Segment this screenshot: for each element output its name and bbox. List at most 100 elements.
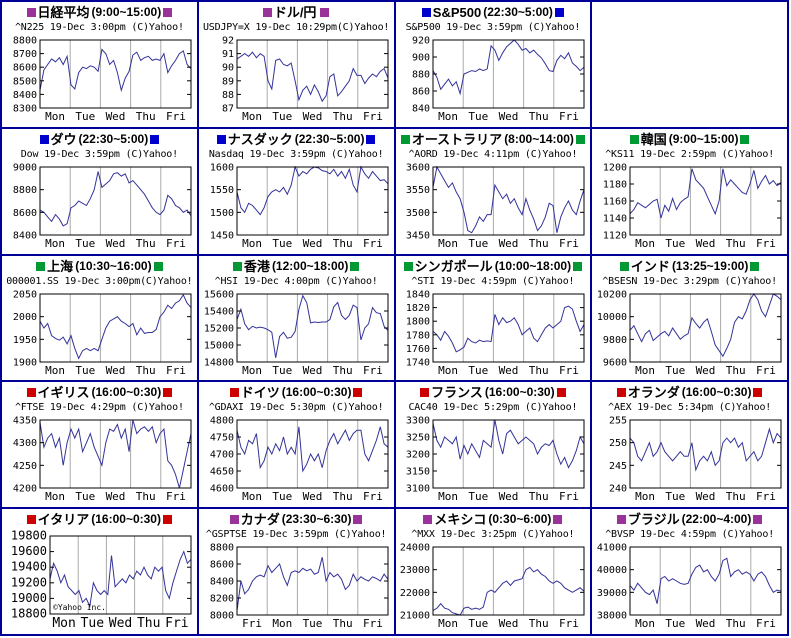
x-axis-label: Mon [242, 237, 262, 250]
x-axis-label: Wed [302, 110, 322, 123]
x-axis-label: Thu [726, 617, 746, 630]
y-axis-label: 1800 [406, 316, 430, 327]
trading-hours: (22:30~5:00) [78, 131, 149, 146]
y-axis-label: 3500 [406, 208, 430, 219]
chart-cell-korea[interactable]: 韓国 (9:00~15:00) ^KS11 19-Dec 2:59pm (C)Y… [592, 128, 787, 254]
index-title: イギリス [37, 385, 90, 401]
mini-chart: 4800 4750 4700 4650 4600 Mon Tue Wed Thu Fri [201, 414, 392, 506]
index-title: インド [630, 258, 670, 274]
chart-cell-shanghai[interactable]: 上海 (10:30~16:00) 000001.SS 19-Dec 3:00pm… [2, 255, 197, 381]
x-axis-label: Wed [499, 237, 519, 250]
chart-cell-france[interactable]: フランス (16:00~0:30) CAC40 19-Dec 5:29pm (C… [395, 382, 591, 508]
y-axis-label: 92 [222, 36, 234, 47]
ticker-header: Nasdaq 19-Dec 3:59pm (C)Yahoo! [208, 148, 384, 160]
title-marker-icon [753, 388, 763, 398]
x-axis-label: Thu [136, 110, 156, 123]
trading-hours: (9:00~15:00) [668, 131, 739, 146]
chart-cell-sp500[interactable]: S&P500 (22:30~5:00) S&P500 19-Dec 3:59pm… [395, 2, 591, 127]
x-axis-label: Thu [529, 617, 549, 630]
y-axis-label: 8000 [210, 611, 234, 622]
x-axis-label: Thu [137, 616, 160, 631]
chart-cell-usdjpy[interactable]: ドル/円 USDJPY=X 19-Dec 10:29pm(C)Yahoo! 92… [198, 2, 394, 127]
y-axis-label: 1780 [406, 330, 430, 341]
y-axis-label: 4600 [210, 484, 234, 495]
x-axis-label: Fri [559, 110, 579, 123]
plot-border [39, 166, 192, 236]
trading-hours: (9:00~15:00) [91, 5, 162, 19]
x-axis-label: Tue [75, 237, 95, 250]
mini-chart: 1840 1820 1800 1780 1760 1740 Mon Tue Wed Thu Fri [397, 288, 588, 380]
x-axis-label: Mon [242, 364, 262, 377]
y-axis-label: 8800 [13, 185, 37, 196]
ticker-header: ^AORD 19-Dec 4:11pm (C)Yahoo! [408, 148, 578, 160]
chart-cell-italy[interactable]: イタリア (16:00~0:30) 19800 19600 19400 19200 19… [2, 509, 197, 634]
title-marker-icon [400, 134, 410, 144]
title-row: オーストラリア (8:00~14:00) [400, 131, 585, 148]
chart-cell-singapore[interactable]: シンガポール (10:00~18:00) ^STI 19-Dec 4:59pm … [395, 255, 591, 381]
y-axis-label: 38000 [597, 611, 627, 622]
chart-cell-dow[interactable]: ダウ (22:30~5:00) Dow 19-Dec 3:59pm (C)Yah… [2, 128, 197, 254]
price-line [236, 427, 388, 474]
y-axis-label: 4200 [13, 484, 37, 495]
yahoo-watermark: ©Yahoo Inc. [53, 603, 106, 612]
chart-cell-netherlands[interactable]: オランダ (16:00~0:30) ^AEX 19-Dec 5:34pm (C)… [592, 382, 787, 508]
trading-hours: (16:00~0:30) [681, 385, 752, 400]
y-axis-label: 860 [412, 87, 430, 98]
title-marker-icon [553, 515, 563, 525]
title-marker-icon [619, 261, 629, 271]
y-axis-label: 3100 [406, 484, 430, 495]
mini-chart: 8800 8700 8600 8500 8400 8300 Mon Tue Wed Thu Fri [4, 34, 195, 126]
mini-chart-svg: 920 900 880 860 840 Mon Tue Wed Thu Fri [412, 36, 585, 123]
chart-cell-australia[interactable]: オーストラリア (8:00~14:00) ^AORD 19-Dec 4:11pm… [395, 128, 591, 254]
ticker-header: USDJPY=X 19-Dec 10:29pm(C)Yahoo! [202, 22, 390, 33]
price-line [433, 566, 585, 616]
title-marker-icon [353, 388, 363, 398]
y-axis-label: 1500 [210, 208, 234, 219]
plot-border [432, 546, 585, 616]
x-axis-label: Fri [363, 617, 383, 630]
x-axis-label: Tue [272, 490, 292, 503]
y-axis-label: 1160 [603, 196, 627, 207]
y-axis-label: 920 [412, 36, 430, 47]
x-axis-label: Fri [559, 364, 579, 377]
chart-cell-india[interactable]: インド (13:25~19:00) ^BSESN 19-Dec 3:29pm (… [592, 255, 787, 381]
chart-cell-hongkong[interactable]: 香港 (12:00~18:00) ^HSI 19-Dec 4:00pm (C)Y… [198, 255, 394, 381]
y-axis-label: 8600 [210, 560, 234, 571]
ticker-header: ^KS11 19-Dec 2:59pm (C)Yahoo! [605, 148, 775, 160]
mini-chart-svg: 1600 1550 1500 1450 Mon Tue Wed Thu Fri [210, 162, 389, 250]
chart-cell-brazil[interactable]: ブラジル (22:00~4:00) ^BVSP 19-Dec 4:59pm (C… [592, 509, 787, 634]
chart-cell-nikkei[interactable]: 日経平均 (9:00~15:00) ^N225 19-Dec 3:00pm (C… [2, 2, 197, 127]
price-line [629, 292, 782, 357]
ticker-header: ^STI 19-Dec 4:59pm (C)Yahoo! [411, 275, 575, 287]
index-title: ダウ [50, 131, 77, 147]
x-axis-label: Fri [559, 490, 579, 503]
plot-border [49, 535, 192, 615]
price-line [39, 420, 192, 489]
index-title: 韓国 [640, 131, 667, 147]
plot-border [432, 419, 585, 489]
empty-cell [592, 2, 787, 127]
chart-cell-uk[interactable]: イギリス (16:00~0:30) ^FTSE 19-Dec 4:29pm (C… [2, 382, 197, 508]
x-axis-label: Mon [635, 490, 655, 503]
chart-cell-canada[interactable]: カナダ (23:30~6:30) ^GSPTSE 19-Dec 3:59pm (… [198, 509, 394, 634]
y-axis-label: 3250 [406, 433, 430, 444]
y-axis-label: 255 [609, 416, 627, 427]
ticker-header: ^MXX 19-Dec 3:25pm (C)Yahoo! [411, 529, 575, 541]
y-axis-label: 19000 [11, 591, 47, 605]
ticker-header: ^BVSP 19-Dec 4:59pm (C)Yahoo! [605, 529, 775, 541]
chart-cell-germany[interactable]: ドイツ (16:00~0:30) ^GDAXI 19-Dec 5:30pm (C… [198, 382, 394, 508]
y-axis-label: 8800 [13, 36, 37, 47]
x-axis-label: Wed [105, 237, 125, 250]
chart-cell-nasdaq[interactable]: ナスダック (22:30~5:00) Nasdaq 19-Dec 3:59pm … [198, 128, 394, 254]
ticker-header: S&P500 19-Dec 3:59pm (C)Yahoo! [405, 22, 581, 33]
x-axis-label: Tue [469, 110, 489, 123]
chart-cell-mexico[interactable]: メキシコ (0:30~6:00) ^MXX 19-Dec 3:25pm (C)Y… [395, 509, 591, 634]
mini-chart-svg: 2050 2000 1950 1900 Mon Tue Wed Thu Fri [13, 289, 192, 377]
title-row: フランス (16:00~0:30) [420, 384, 566, 401]
mini-chart: 8800 8600 8400 8200 8000 Fri Mon Tue Thu Fri [201, 541, 392, 633]
x-axis-label: Fri [166, 237, 186, 250]
y-axis-label: 19200 [11, 575, 47, 589]
x-axis-label: Tue [80, 616, 104, 631]
index-title: ドル/円 [273, 5, 317, 20]
index-title: カナダ [240, 512, 280, 528]
